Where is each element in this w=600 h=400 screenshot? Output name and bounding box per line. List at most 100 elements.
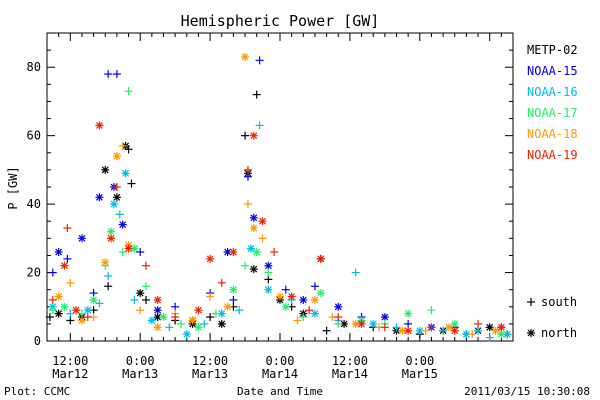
y-tick-label: 0 (34, 334, 41, 348)
y-tick-label: 20 (27, 266, 41, 280)
data-point-north (369, 319, 378, 328)
data-point-north (112, 193, 121, 202)
data-point-south (104, 70, 113, 79)
data-point-north (229, 285, 238, 294)
data-point-south (404, 319, 413, 328)
data-point-north (287, 292, 296, 301)
data-point-south (118, 141, 127, 150)
x-tick-date-label: Mar15 (402, 367, 438, 381)
data-point-north (316, 289, 325, 298)
x-tick-date-label: Mar14 (332, 367, 368, 381)
data-point-south (136, 306, 145, 315)
marker-legend: south north (527, 295, 577, 340)
data-point-south (118, 248, 127, 257)
data-point-south (171, 302, 180, 311)
marker-south-symbol (527, 298, 535, 306)
data-point-south (427, 323, 436, 332)
data-point-south (127, 179, 136, 188)
data-point-north (83, 306, 92, 315)
data-point-south (104, 271, 113, 280)
x-axis: 12:00Mar120:00Mar1312:00Mar130:00Mar1412… (46, 33, 514, 381)
data-point-north (497, 323, 506, 332)
data-point-north (107, 227, 116, 236)
data-point-north (153, 313, 162, 322)
data-point-south (142, 295, 151, 304)
data-point-north (77, 316, 86, 325)
data-point-south (104, 282, 113, 291)
data-point-south (112, 183, 121, 191)
data-point-north (206, 254, 215, 263)
footer-left: Plot: CCMC (4, 385, 70, 398)
x-tick-time-label: 0:00 (266, 354, 295, 368)
data-point-south (281, 285, 290, 294)
y-axis-label: P [GW] (6, 166, 20, 209)
data-point-south (77, 309, 86, 318)
data-point-south (206, 292, 215, 301)
legend-entry: NOAA-15 (527, 64, 578, 78)
data-point-south (255, 56, 264, 65)
data-point-north (450, 326, 459, 335)
data-point-north (252, 248, 261, 257)
data-point-south (66, 278, 75, 287)
data-point-south (217, 278, 226, 287)
legend-entry: NOAA-19 (527, 148, 578, 162)
data-point-north (258, 217, 267, 226)
legend: METP-02 NOAA-15 NOAA-16 NOAA-17 NOAA-18 NOAA-… (527, 43, 578, 162)
data-point-north (380, 313, 389, 322)
data-point-north (101, 258, 110, 267)
data-point-south (243, 165, 252, 174)
data-point-south (66, 309, 75, 318)
data-point-north (121, 169, 130, 178)
data-point-north (299, 295, 308, 304)
data-point-north (281, 302, 290, 311)
data-point-north (249, 224, 258, 233)
data-point-north (89, 295, 98, 304)
data-point-south (241, 261, 250, 270)
data-point-north (182, 330, 191, 339)
data-point-north (153, 323, 162, 332)
data-point-north (101, 165, 110, 174)
data-point-north (95, 121, 104, 130)
x-tick-date-label: Mar12 (52, 367, 88, 381)
data-point-south (334, 313, 343, 322)
data-point-south (235, 306, 244, 315)
legend-entry: NOAA-16 (527, 85, 578, 99)
data-point-south (206, 313, 215, 322)
data-point-north (188, 316, 197, 325)
data-point-south (380, 323, 389, 332)
data-point-north (136, 289, 145, 298)
data-point-south (468, 330, 477, 339)
data-point-south (124, 145, 133, 154)
data-point-north (124, 244, 133, 253)
data-point-north (310, 309, 319, 318)
x-tick-time-label: 12:00 (332, 354, 368, 368)
data-point-south (48, 268, 57, 277)
data-point-south (305, 306, 314, 315)
x-tick-time-label: 12:00 (52, 354, 88, 368)
data-point-south (171, 313, 180, 322)
data-point-north (60, 302, 69, 311)
data-point-south (83, 313, 92, 322)
data-point-north (310, 295, 319, 304)
data-point-south (252, 90, 261, 99)
data-point-south (63, 224, 72, 233)
data-point-north (77, 234, 86, 243)
x-tick-time-label: 0:00 (405, 354, 434, 368)
marker-legend-label: south (541, 295, 577, 309)
data-point-south (176, 319, 185, 328)
y-tick-label: 60 (27, 129, 41, 143)
data-point-north (223, 302, 232, 311)
data-point-north (404, 309, 413, 318)
data-point-north (491, 326, 500, 335)
data-point-north (241, 52, 250, 61)
data-point-north (249, 265, 258, 274)
x-tick-time-label: 0:00 (126, 354, 155, 368)
data-point-north (54, 309, 63, 318)
data-point-south (48, 306, 57, 315)
data-point-north (264, 285, 273, 294)
marker-north-symbol (527, 329, 535, 337)
data-point-south (427, 306, 436, 315)
data-point-north (159, 313, 168, 322)
data-point-north (249, 213, 258, 222)
x-tick-time-label: 12:00 (192, 354, 228, 368)
